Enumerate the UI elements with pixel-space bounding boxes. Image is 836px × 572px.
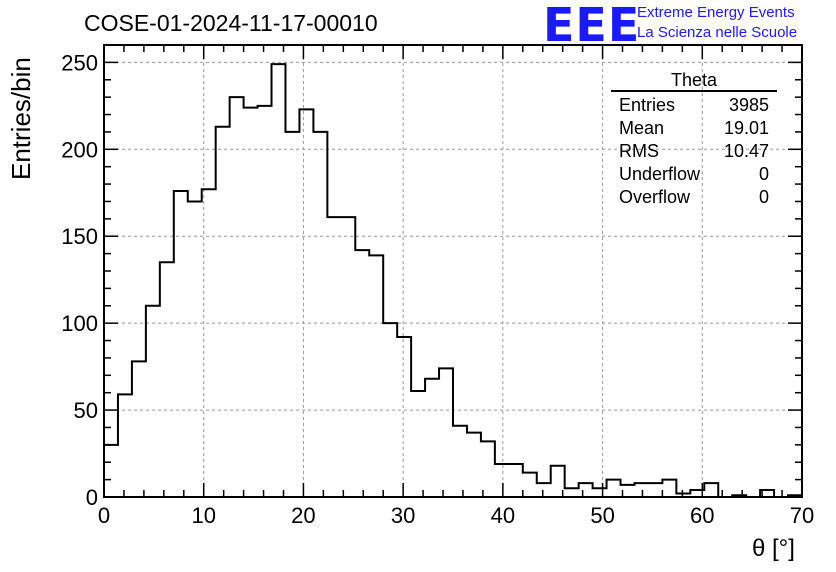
x-tick-label: 20 — [291, 503, 315, 528]
y-tick-label: 50 — [74, 398, 98, 423]
x-tick-label: 10 — [191, 503, 215, 528]
y-axis-label: Entries/bin — [6, 57, 36, 180]
stats-box: Theta Entries 3985 Mean 19.01 RMS 10.47 … — [611, 70, 777, 209]
stats-value: 0 — [758, 164, 769, 184]
y-tick-label: 250 — [61, 50, 98, 75]
x-tick-label: 30 — [391, 503, 415, 528]
y-tick-label: 0 — [86, 485, 98, 510]
stats-label: Underflow — [619, 164, 701, 184]
x-tick-label: 60 — [690, 503, 714, 528]
y-tick-label: 200 — [61, 137, 98, 162]
stats-value: 10.47 — [723, 141, 769, 161]
stats-label: RMS — [619, 141, 659, 161]
y-tick-label: 150 — [61, 224, 98, 249]
stats-label: Overflow — [619, 187, 691, 207]
stats-row-mean: Mean 19.01 — [611, 117, 777, 140]
histogram-series — [103, 63, 802, 498]
stats-row-underflow: Underflow 0 — [611, 163, 777, 186]
tick-labels: 0 10 20 30 40 50 60 70 0 50 100 150 200 250 — [61, 50, 814, 528]
stats-label: Mean — [619, 118, 665, 138]
eee-logo: EEE — [543, 0, 641, 52]
chart-title: COSE-01-2024-11-17-00010 — [84, 10, 378, 36]
stats-title: Theta — [611, 70, 777, 92]
y-tick-label: 100 — [61, 311, 98, 336]
x-tick-label: 50 — [590, 503, 614, 528]
stats-value: 3985 — [728, 95, 769, 115]
x-tick-label: 40 — [491, 503, 515, 528]
x-tick-label: 0 — [98, 503, 110, 528]
stats-row-rms: RMS 10.47 — [611, 140, 777, 163]
brand-line-2: La Scienza nelle Scuole — [637, 24, 798, 41]
brand-line-1: Extreme Energy Events — [637, 4, 795, 21]
x-tick-label: 70 — [790, 503, 814, 528]
stats-row-entries: Entries 3985 — [611, 94, 777, 117]
stats-value: 0 — [758, 187, 769, 207]
stats-label: Entries — [619, 95, 676, 115]
x-axis-label: θ [°] — [752, 535, 795, 562]
stats-row-overflow: Overflow 0 — [611, 186, 777, 209]
stats-value: 19.01 — [723, 118, 769, 138]
